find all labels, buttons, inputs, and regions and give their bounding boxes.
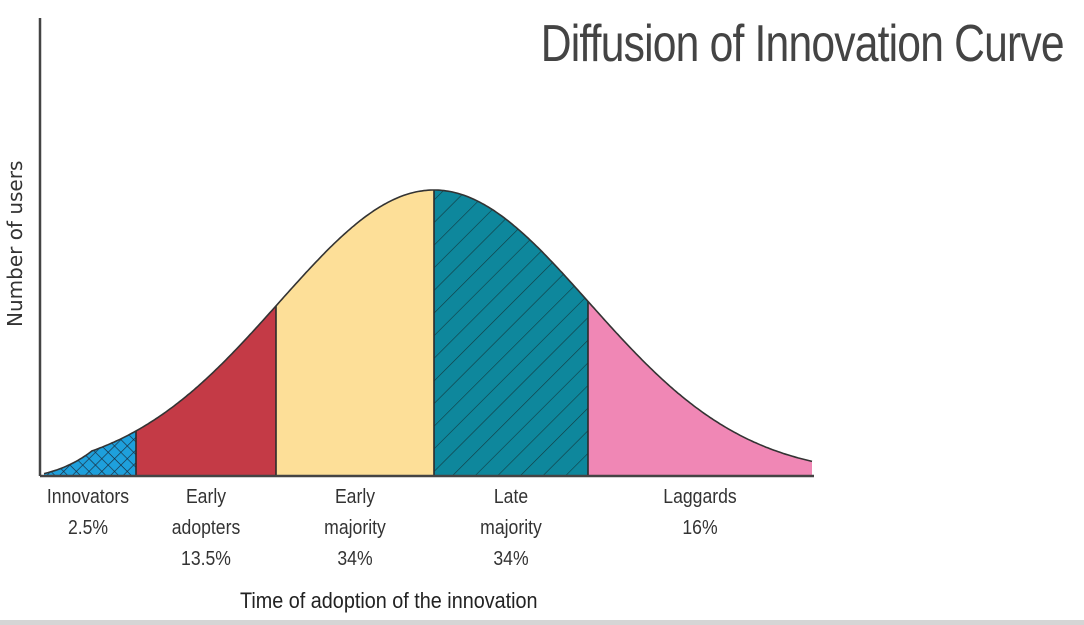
category-label-early-adopters: Early adopters 13.5% <box>157 482 256 575</box>
category-percent: 13.5% <box>181 548 231 570</box>
category-label-innovators: Innovators 2.5% <box>39 482 138 544</box>
segment-laggards <box>588 190 812 476</box>
category-name: Laggards <box>663 486 737 508</box>
segment-early-majority <box>276 190 434 476</box>
category-percent: 16% <box>682 517 718 539</box>
category-name: Late <box>493 486 529 508</box>
category-label-early-majority: Early majority 34% <box>306 482 405 575</box>
segment-early-adopters <box>136 190 276 476</box>
category-name: Innovators <box>46 486 130 508</box>
category-name: Early <box>185 486 227 508</box>
segment-late-majority <box>434 190 588 476</box>
category-name-2: majority <box>324 517 386 539</box>
category-name-2: majority <box>480 517 542 539</box>
bottom-divider <box>0 620 1084 625</box>
category-percent: 2.5% <box>67 517 109 539</box>
segment-innovators <box>44 190 136 476</box>
chart-title: Diffusion of Innovation Curve <box>541 15 1065 73</box>
category-name: Early <box>334 486 376 508</box>
x-axis-label: Time of adoption of the innovation <box>240 588 538 613</box>
category-percent: 34% <box>493 548 529 570</box>
category-label-late-majority: Late majority 34% <box>462 482 561 575</box>
category-name-2: adopters <box>171 517 241 539</box>
category-percent: 34% <box>337 548 373 570</box>
category-label-laggards: Laggards 16% <box>651 482 750 544</box>
